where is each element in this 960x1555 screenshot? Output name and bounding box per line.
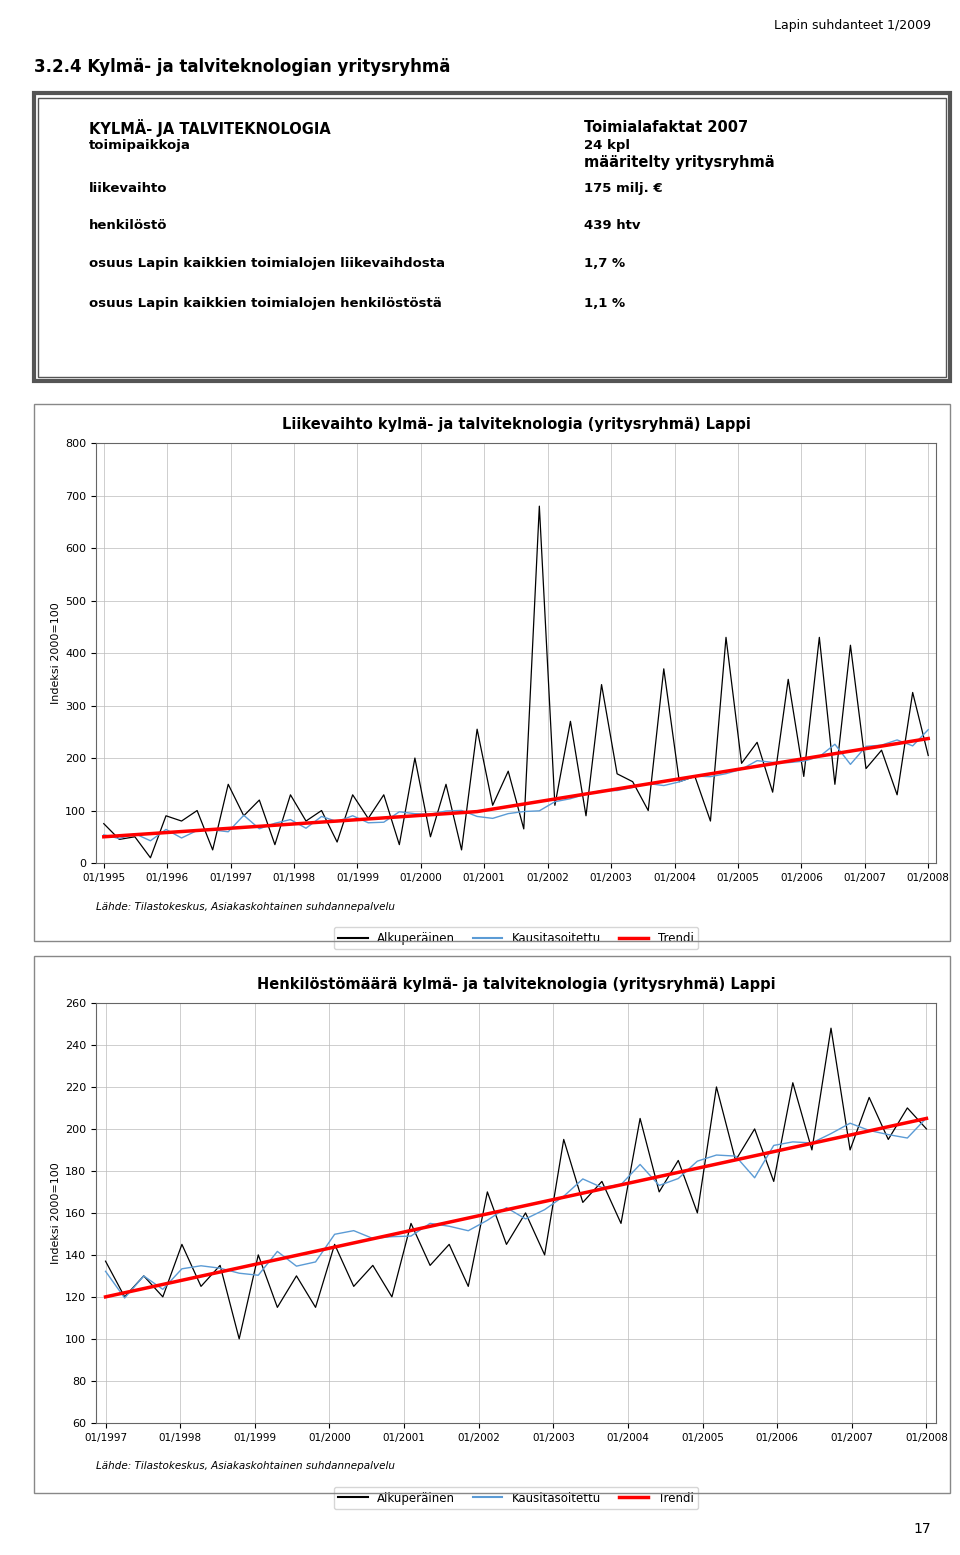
Text: toimipaikkoja: toimipaikkoja	[88, 138, 190, 151]
Text: 439 htv: 439 htv	[584, 219, 640, 232]
Text: osuus Lapin kaikkien toimialojen liikevaihdosta: osuus Lapin kaikkien toimialojen liikeva…	[88, 257, 444, 269]
Text: osuus Lapin kaikkien toimialojen henkilöstöstä: osuus Lapin kaikkien toimialojen henkilö…	[88, 297, 442, 309]
Text: 1,7 %: 1,7 %	[584, 257, 625, 269]
Text: 3.2.4 Kylmä- ja talviteknologian yritysryhmä: 3.2.4 Kylmä- ja talviteknologian yritysr…	[34, 58, 450, 76]
Text: Lähde: Tilastokeskus, Asiakaskohtainen suhdannepalvelu: Lähde: Tilastokeskus, Asiakaskohtainen s…	[96, 902, 395, 911]
Text: Lapin suhdanteet 1/2009: Lapin suhdanteet 1/2009	[774, 19, 931, 33]
Text: 24 kpl: 24 kpl	[584, 138, 630, 151]
Text: 175 milj. €: 175 milj. €	[584, 182, 662, 194]
Legend: Alkuperäinen, Kausitasoitettu, Trendi: Alkuperäinen, Kausitasoitettu, Trendi	[333, 927, 699, 950]
Y-axis label: Indeksi 2000=100: Indeksi 2000=100	[51, 1162, 60, 1264]
Text: 1,1 %: 1,1 %	[584, 297, 625, 309]
Legend: Alkuperäinen, Kausitasoitettu, Trendi: Alkuperäinen, Kausitasoitettu, Trendi	[333, 1487, 699, 1510]
Y-axis label: Indeksi 2000=100: Indeksi 2000=100	[51, 602, 61, 704]
Title: Henkilöstömäärä kylmä- ja talviteknologia (yritysryhmä) Lappi: Henkilöstömäärä kylmä- ja talviteknologi…	[256, 977, 776, 992]
Text: 17: 17	[914, 1522, 931, 1536]
Text: KYLMÄ- JA TALVITEKNOLOGIA: KYLMÄ- JA TALVITEKNOLOGIA	[88, 118, 330, 137]
Text: liikevaihto: liikevaihto	[88, 182, 167, 194]
Text: henkilöstö: henkilöstö	[88, 219, 167, 232]
Text: määritelty yritysryhmä: määritelty yritysryhmä	[584, 156, 775, 169]
Text: Toimialafaktat 2007: Toimialafaktat 2007	[584, 120, 748, 135]
Text: Lähde: Tilastokeskus, Asiakaskohtainen suhdannepalvelu: Lähde: Tilastokeskus, Asiakaskohtainen s…	[96, 1462, 395, 1471]
Title: Liikevaihto kylmä- ja talviteknologia (yritysryhmä) Lappi: Liikevaihto kylmä- ja talviteknologia (y…	[281, 417, 751, 432]
